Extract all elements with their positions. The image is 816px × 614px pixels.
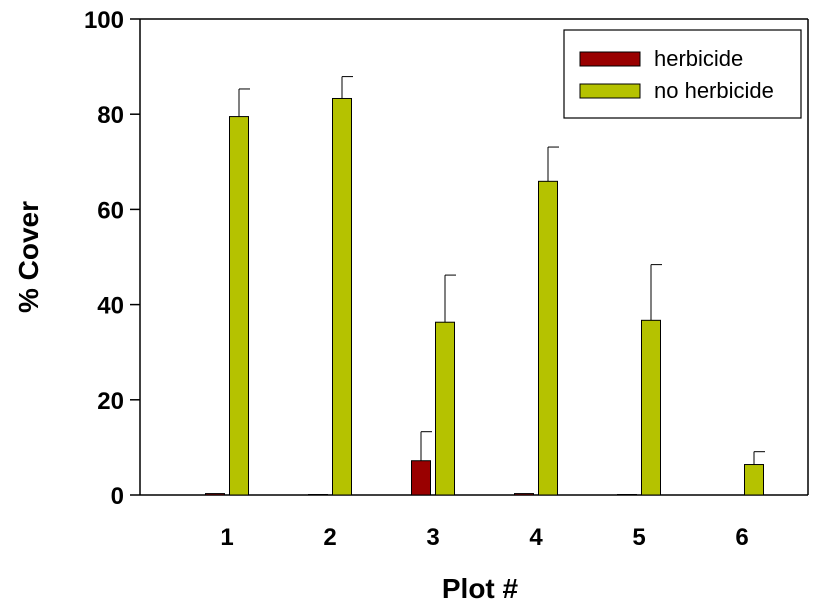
y-tick-label: 60 xyxy=(97,197,124,224)
x-tick-label: 1 xyxy=(220,524,233,551)
bar-no-herbicide-plot-6 xyxy=(745,465,764,495)
x-tick-label: 6 xyxy=(735,524,748,551)
y-tick-label: 80 xyxy=(97,102,124,129)
bar-no-herbicide-plot-2 xyxy=(333,98,352,495)
bar-herbicide-plot-3 xyxy=(412,461,431,495)
y-tick-label: 0 xyxy=(111,483,124,510)
bar-no-herbicide-plot-4 xyxy=(539,181,558,495)
y-axis: 0 20 40 60 80 100 xyxy=(84,7,140,510)
x-tick-label: 5 xyxy=(632,524,645,551)
y-tick-label: 20 xyxy=(97,388,124,415)
legend: herbicide no herbicide xyxy=(564,30,801,118)
bars-group xyxy=(206,98,764,495)
bar-no-herbicide-plot-3 xyxy=(436,322,455,495)
y-axis-title: % Cover xyxy=(13,201,44,313)
bar-no-herbicide-plot-1 xyxy=(230,117,249,495)
bar-no-herbicide-plot-5 xyxy=(642,320,661,495)
legend-box xyxy=(564,30,801,118)
error-bars-group xyxy=(239,77,765,465)
x-tick-label: 2 xyxy=(323,524,336,551)
legend-label-herbicide: herbicide xyxy=(654,46,743,71)
x-axis-title: Plot # xyxy=(442,573,519,604)
x-axis: 1 2 3 4 5 6 xyxy=(220,524,748,551)
legend-label-no-herbicide: no herbicide xyxy=(654,78,774,103)
bar-herbicide-plot-4 xyxy=(515,494,534,495)
y-tick-label: 100 xyxy=(84,7,124,34)
x-tick-label: 4 xyxy=(529,524,543,551)
bar-herbicide-plot-1 xyxy=(206,494,225,495)
y-tick-label: 40 xyxy=(97,293,124,320)
legend-swatch-herbicide xyxy=(580,52,640,66)
legend-swatch-no-herbicide xyxy=(580,84,640,98)
x-tick-label: 3 xyxy=(426,524,439,551)
